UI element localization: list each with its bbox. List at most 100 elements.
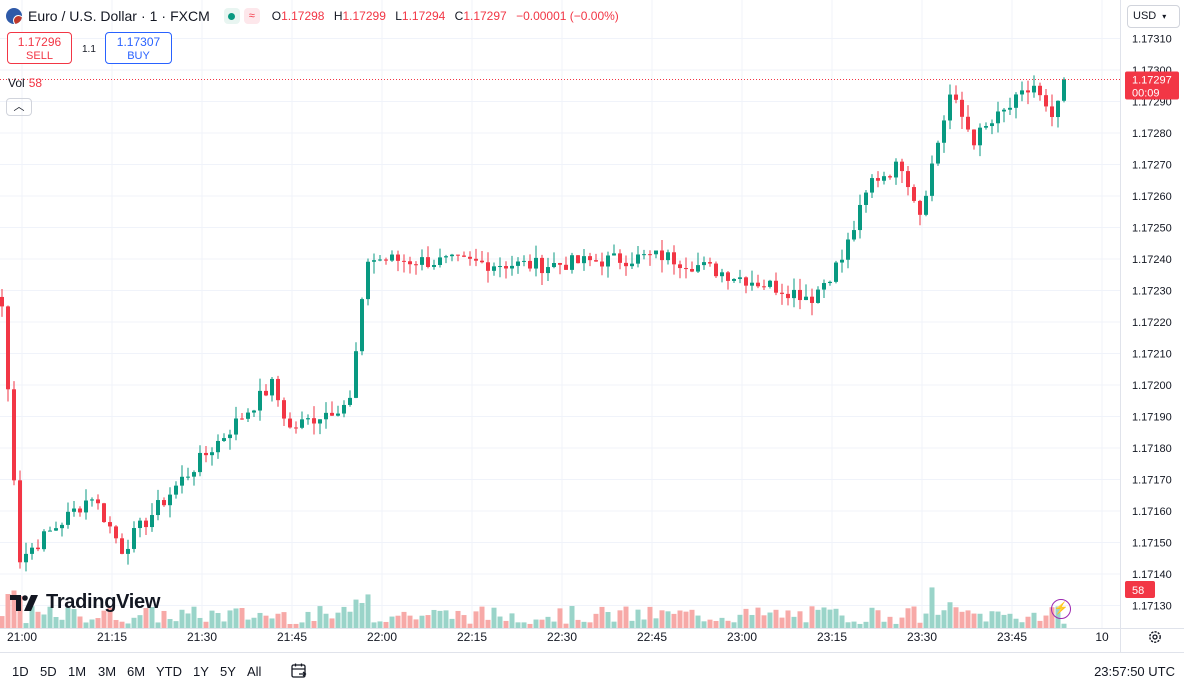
volume-bar	[869, 607, 875, 628]
volume-bar	[335, 612, 341, 628]
volume-bar	[755, 607, 761, 628]
volume-bar	[641, 619, 647, 628]
currency-select[interactable]: USD ▾	[1127, 5, 1180, 28]
candle-body	[414, 264, 418, 266]
candle-body	[720, 272, 724, 277]
price-tag[interactable]	[1125, 71, 1179, 100]
volume-bar	[803, 622, 809, 628]
time-tick-label: 21:45	[277, 630, 307, 644]
delay-status-icon[interactable]: ≈	[243, 8, 260, 24]
candle-body	[990, 123, 994, 127]
candle-body	[378, 259, 382, 261]
volume-bar	[197, 617, 203, 628]
volume-bar	[0, 616, 5, 628]
volume-bar	[41, 614, 47, 628]
volume-bar	[47, 606, 53, 628]
price-tick-label: 1.17190	[1132, 412, 1172, 424]
candle-body	[708, 262, 712, 264]
time-tick-label: 22:15	[457, 630, 487, 644]
candle-body	[12, 389, 16, 481]
candle-body	[924, 195, 928, 215]
volume-bar	[719, 617, 725, 628]
symbol-name[interactable]: Euro / U.S. Dollar	[28, 8, 137, 24]
utc-clock[interactable]: 23:57:50 UTC	[1094, 664, 1175, 679]
candle-body	[24, 553, 28, 563]
candle-body	[126, 548, 130, 554]
volume-bar	[437, 610, 443, 628]
timeframe-5d[interactable]: 5D	[40, 664, 57, 679]
candle-body	[654, 250, 658, 255]
volume-bar	[191, 606, 197, 628]
timeframe-1y[interactable]: 1Y	[193, 664, 209, 679]
candle-body	[318, 419, 322, 424]
volume-bar	[425, 615, 431, 628]
candle-body	[534, 257, 538, 269]
volume-bar	[419, 615, 425, 628]
volume-bar	[203, 621, 209, 628]
timeframe-ytd[interactable]: YTD	[156, 664, 182, 679]
tradingview-logo-icon	[10, 594, 38, 611]
candle-body	[804, 296, 808, 301]
brand-name: TradingView	[46, 591, 161, 613]
time-tick-label: 22:30	[547, 630, 577, 644]
volume-bar	[359, 602, 365, 628]
volume-bar	[587, 622, 593, 628]
symbol-interval[interactable]: 1	[149, 8, 158, 24]
candle-body	[1044, 95, 1048, 107]
timeframe-6m[interactable]: 6M	[127, 664, 146, 679]
timeframe-all[interactable]: All	[247, 664, 262, 679]
candle-body	[360, 299, 364, 352]
market-status-icon[interactable]	[223, 8, 240, 24]
candle-body	[474, 258, 478, 261]
volume-bar	[407, 615, 413, 628]
volume-bar	[149, 606, 155, 628]
timeframe-1d[interactable]: 1D	[12, 664, 29, 679]
collapse-chevron-icon[interactable]: ︿	[6, 98, 32, 116]
candle-body	[510, 265, 514, 269]
buy-button[interactable]: 1.17307 BUY	[105, 32, 172, 64]
timeframe-1m[interactable]: 1M	[68, 664, 87, 679]
calendar-icon[interactable]	[290, 662, 308, 680]
candle-body	[774, 280, 778, 293]
candle-body	[630, 263, 634, 267]
volume-bar	[281, 612, 287, 628]
volume-bar	[743, 608, 749, 628]
high-value: 1.17299	[342, 9, 386, 23]
candle-body	[960, 99, 964, 117]
price-tick-label: 1.17140	[1132, 569, 1172, 581]
candle-body	[738, 277, 742, 279]
volume-bar	[821, 607, 827, 628]
tradingview-logo[interactable]: TradingView	[10, 591, 160, 614]
sell-button[interactable]: 1.17296 SELL	[7, 32, 72, 64]
time-tick-label: 22:45	[637, 630, 667, 644]
candle-body	[150, 515, 154, 528]
timeframe-3m[interactable]: 3M	[98, 664, 117, 679]
lightning-icon[interactable]: ⚡	[1051, 599, 1071, 619]
candle-body	[612, 253, 616, 256]
price-tick-label: 1.17240	[1132, 254, 1172, 266]
volume-bar	[95, 618, 101, 628]
volume-bar	[131, 617, 137, 628]
time-tick-label: 23:00	[727, 630, 757, 644]
gear-icon[interactable]	[1147, 629, 1163, 645]
candle-body	[42, 531, 46, 550]
volume-bar	[707, 619, 713, 628]
candle-body	[66, 511, 70, 525]
candle-body	[294, 427, 298, 429]
candle-body	[420, 257, 424, 265]
price-chart[interactable]: 1.173101.173001.172901.172801.172701.172…	[0, 0, 1184, 652]
volume-bar	[1019, 622, 1025, 628]
candle-body	[264, 390, 268, 396]
volume-bar	[815, 609, 821, 628]
separator: ·	[161, 8, 167, 24]
volume-bar	[509, 613, 515, 628]
symbol-source[interactable]: FXCM	[170, 8, 210, 24]
candle-body	[978, 127, 982, 146]
candle-body	[366, 261, 370, 300]
price-tick-label: 1.17210	[1132, 349, 1172, 361]
volume-bar	[59, 619, 65, 628]
candle-body	[138, 520, 142, 529]
timeframe-5y[interactable]: 5Y	[220, 664, 236, 679]
volume-bar	[125, 623, 131, 628]
volume-bar	[455, 610, 461, 628]
